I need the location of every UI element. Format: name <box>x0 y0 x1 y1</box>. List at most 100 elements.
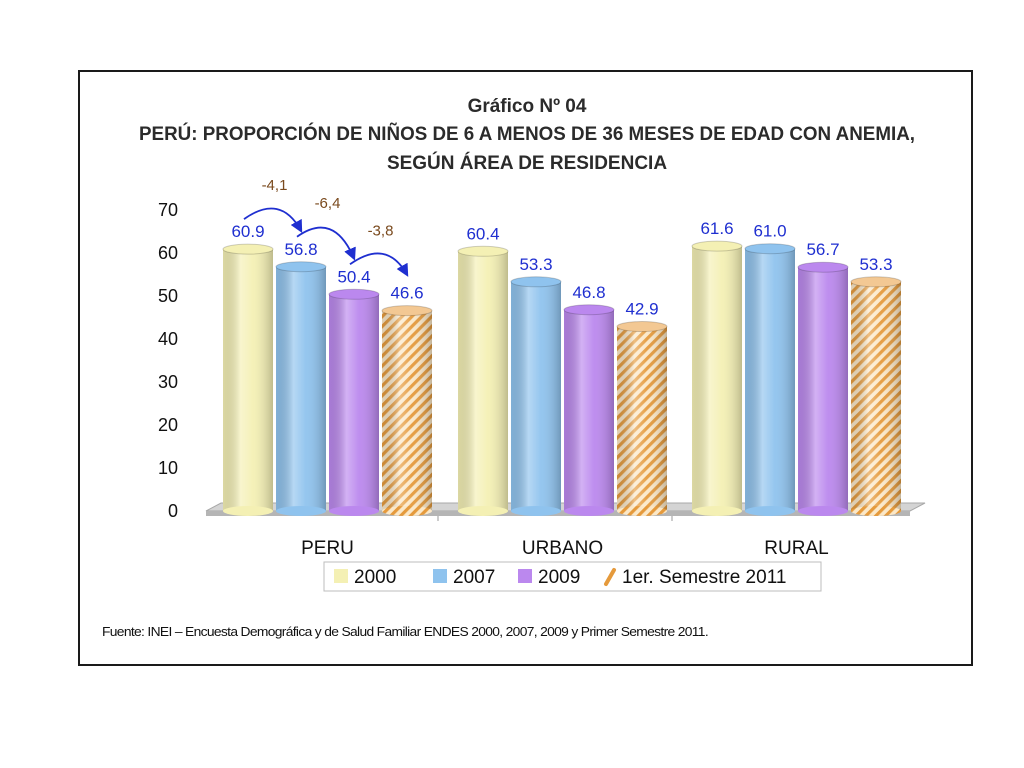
x-category-label: URBANO <box>522 538 603 559</box>
bar-rural-4 <box>850 276 902 516</box>
source-note: Fuente: INEI – Encuesta Demográfica y de… <box>102 625 708 639</box>
bar-urbano-3 <box>563 304 615 516</box>
bar-cap <box>850 276 902 288</box>
bar-cap <box>222 243 274 255</box>
bar-shading <box>329 294 379 511</box>
legend-swatch <box>334 569 348 583</box>
bar-urbano-2 <box>510 276 562 516</box>
y-axis: 0 10 20 30 40 50 60 70 <box>158 200 178 521</box>
bar-base <box>276 506 326 516</box>
y-tick-label: 50 <box>158 286 178 306</box>
legend-item: 1er. Semestre 2011 <box>604 567 786 588</box>
y-tick-label: 70 <box>158 200 178 220</box>
legend-item: 2000 <box>334 567 396 588</box>
bar-cap <box>275 261 327 273</box>
bar-cap <box>744 243 796 255</box>
data-label: 56.7 <box>806 240 839 259</box>
data-labels-group: 60.9 56.8 50.4 46.6 60.4 53.3 46.8 42.9 61.6 61.0… <box>231 219 892 318</box>
bar-base <box>745 506 795 516</box>
bar-urbano-4 <box>616 321 668 516</box>
y-tick-label: 20 <box>158 415 178 435</box>
bar-shading <box>223 249 273 511</box>
data-label: 46.6 <box>390 284 423 303</box>
y-tick-label: 60 <box>158 243 178 263</box>
bar-cap <box>510 276 562 288</box>
chart-canvas: Gráfico Nº 04 PERÚ: PROPORCIÓN DE NIÑOS … <box>102 96 926 639</box>
change-arrow <box>296 226 356 261</box>
bar-shading <box>798 267 848 511</box>
legend-label: 1er. Semestre 2011 <box>622 567 786 588</box>
bar-cap <box>381 305 433 317</box>
data-label: 46.8 <box>572 283 605 302</box>
bar-base <box>617 506 667 516</box>
change-label: -4,1 <box>262 177 288 194</box>
chart-title-line3: SEGÚN ÁREA DE RESIDENCIA <box>387 152 667 174</box>
bar-base <box>223 506 273 516</box>
bar-base <box>382 506 432 516</box>
data-label: 53.3 <box>859 255 892 274</box>
bar-cap <box>616 321 668 333</box>
bar-peru-4 <box>381 305 433 516</box>
data-label: 56.8 <box>284 240 317 259</box>
data-label: 61.0 <box>753 222 786 241</box>
legend-label: 2009 <box>538 567 580 588</box>
data-label: 61.6 <box>700 219 733 238</box>
bar-cap <box>457 245 509 257</box>
legend-swatch <box>433 569 447 583</box>
chart-title-line1: Gráfico Nº 04 <box>468 96 587 117</box>
bar-cap <box>797 261 849 273</box>
change-arrow <box>243 207 303 233</box>
bar-shading <box>851 281 901 511</box>
bar-shading <box>382 310 432 511</box>
bar-rural-3 <box>797 261 849 516</box>
bar-base <box>564 506 614 516</box>
bar-peru-3 <box>328 288 380 516</box>
legend-item: 2009 <box>518 567 580 588</box>
bar-base <box>458 506 508 516</box>
data-label: 60.9 <box>231 222 264 241</box>
bar-base <box>692 506 742 516</box>
bar-base <box>511 506 561 516</box>
legend: 2000 2007 2009 1er. Semestre 2011 <box>323 561 822 592</box>
legend-label: 2000 <box>354 567 396 588</box>
bar-shading <box>617 326 667 511</box>
bar-rural-1 <box>691 240 743 516</box>
x-axis-labels: PERU URBANO RURAL <box>301 538 829 559</box>
bar-shading <box>745 248 795 511</box>
data-label: 42.9 <box>625 300 658 319</box>
x-category-label: RURAL <box>764 538 828 559</box>
bar-shading <box>511 281 561 511</box>
legend-box <box>323 561 822 592</box>
bar-cap <box>563 304 615 316</box>
bars-group <box>222 240 902 516</box>
x-category-label: PERU <box>301 538 354 559</box>
y-tick-label: 0 <box>168 501 178 521</box>
bar-cap <box>328 288 380 300</box>
change-label: -6,4 <box>315 195 341 212</box>
bar-shading <box>458 251 508 511</box>
data-label: 53.3 <box>519 255 552 274</box>
bar-cap <box>691 240 743 252</box>
bar-shading <box>564 309 614 511</box>
bar-shading <box>692 246 742 511</box>
bar-peru-1 <box>222 243 274 516</box>
legend-label: 2007 <box>453 567 495 588</box>
change-label: -3,8 <box>368 222 394 239</box>
change-arrow <box>349 252 409 277</box>
bar-base <box>798 506 848 516</box>
y-tick-label: 10 <box>158 458 178 478</box>
change-annotations: -4,1 -6,4 -3,8 <box>243 177 409 277</box>
data-label: 60.4 <box>466 224 499 243</box>
y-tick-label: 30 <box>158 372 178 392</box>
legend-item: 2007 <box>433 567 495 588</box>
bar-urbano-1 <box>457 245 509 516</box>
bar-base <box>329 506 379 516</box>
bar-rural-2 <box>744 243 796 516</box>
y-tick-label: 40 <box>158 329 178 349</box>
chart-title-line2: PERÚ: PROPORCIÓN DE NIÑOS DE 6 A MENOS D… <box>139 123 915 145</box>
bar-base <box>851 506 901 516</box>
bar-peru-2 <box>275 261 327 516</box>
chart-frame: Gráfico Nº 04 PERÚ: PROPORCIÓN DE NIÑOS … <box>78 70 973 666</box>
data-label: 50.4 <box>337 267 370 286</box>
bar-shading <box>276 266 326 511</box>
